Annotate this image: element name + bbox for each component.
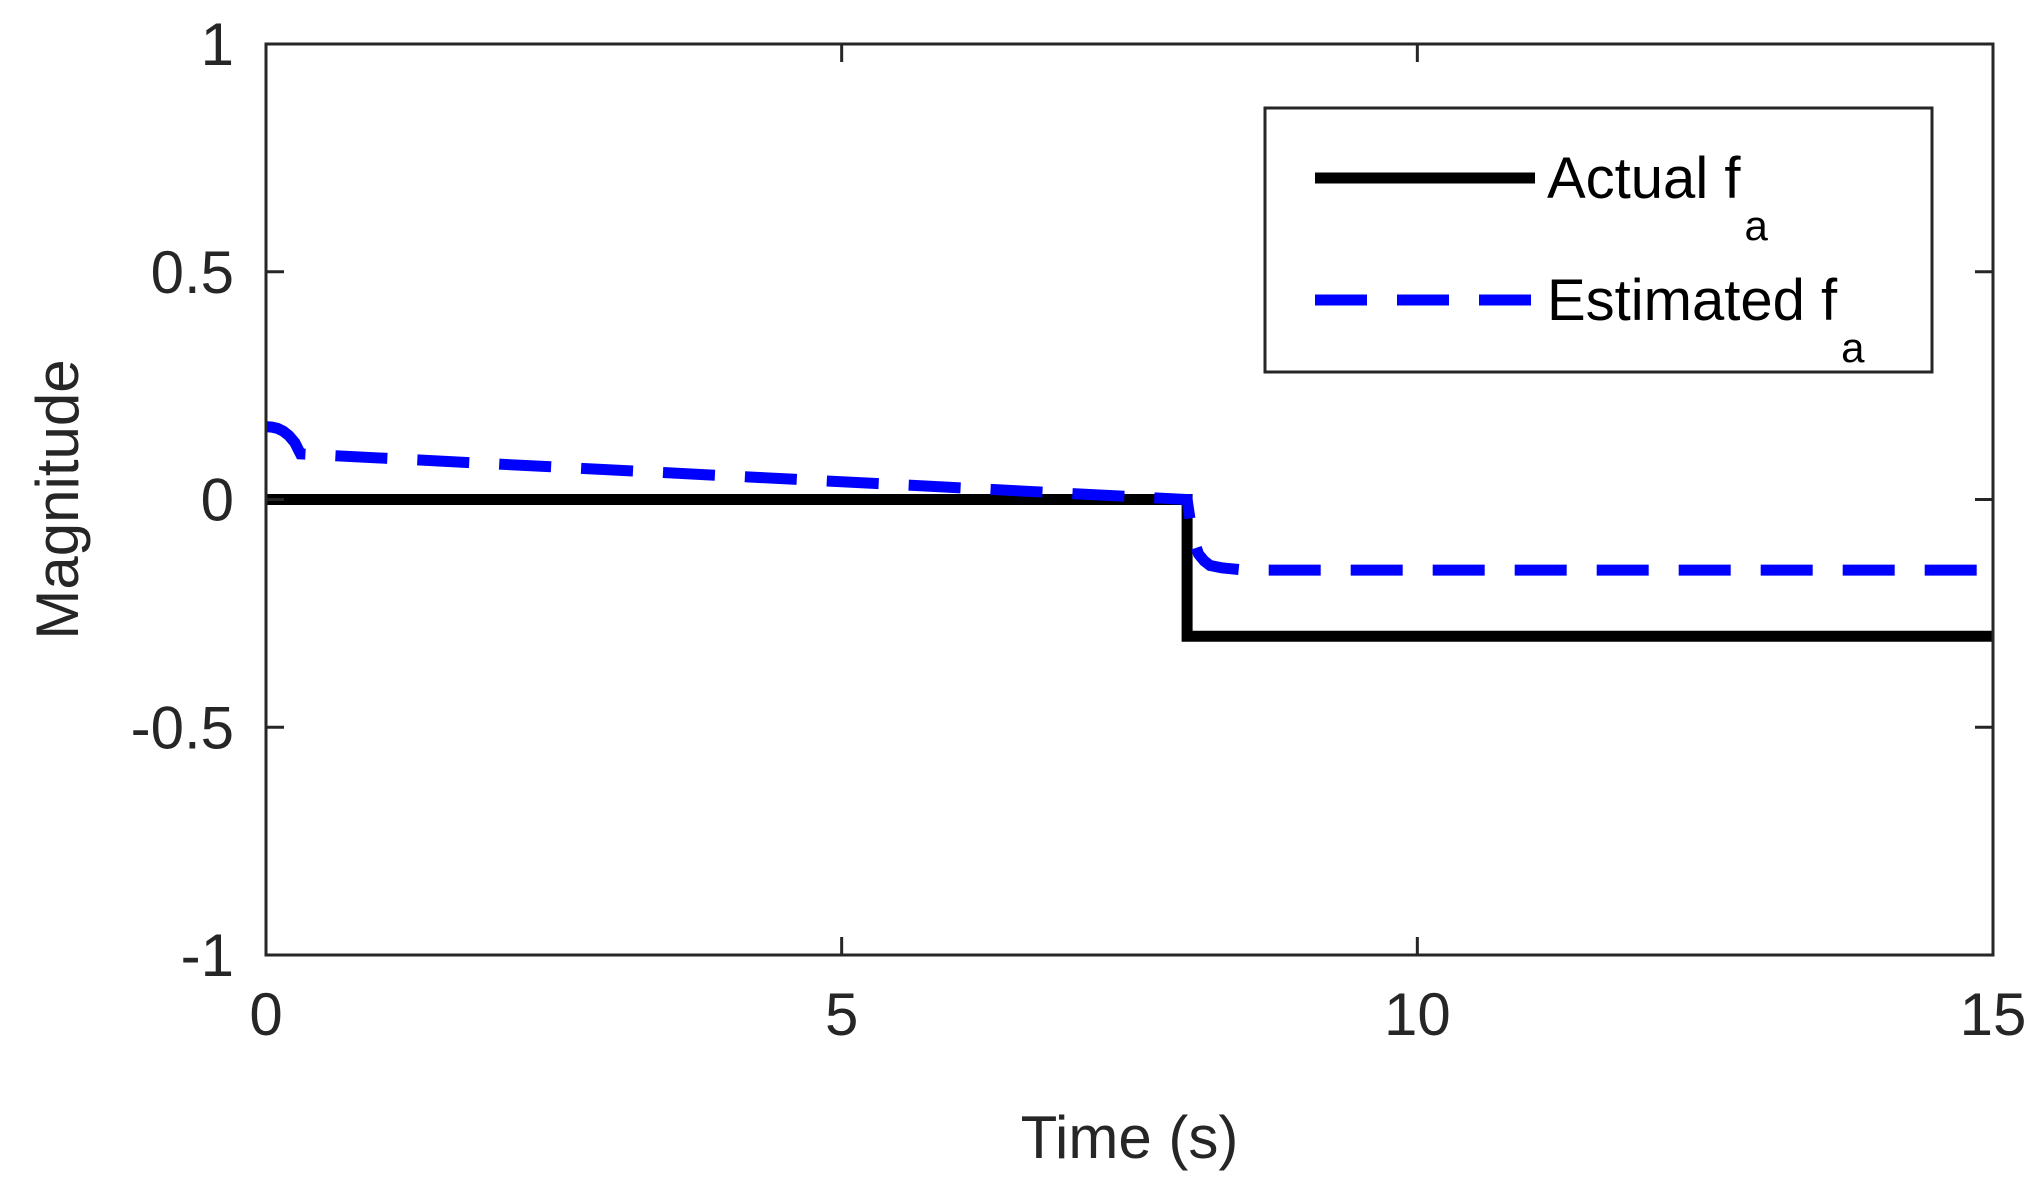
x-tick-label: 10 [1384,981,1451,1048]
series-line-2 [265,421,1993,576]
legend-label-2: Estimated fa [1547,268,1865,371]
x-axis-label: Time (s) [1021,1104,1239,1171]
legend: Actual fa Estimated fa [1263,106,1934,374]
x-tick-label: 5 [825,981,858,1048]
y-tick-label: 0.5 [151,239,234,306]
legend-label-1: Actual fa [1547,146,1768,249]
y-axis-label: Magnitude [24,359,91,639]
y-tick-label: -0.5 [131,694,234,761]
x-tick-label: 0 [249,981,282,1048]
y-tick-label: 0 [201,467,234,534]
legend-box [1263,106,1934,374]
x-tick-label: 15 [1960,981,2027,1048]
y-tick-label: 1 [201,11,234,78]
series-line-1 [266,494,1993,642]
y-tick-label: -1 [181,922,234,989]
